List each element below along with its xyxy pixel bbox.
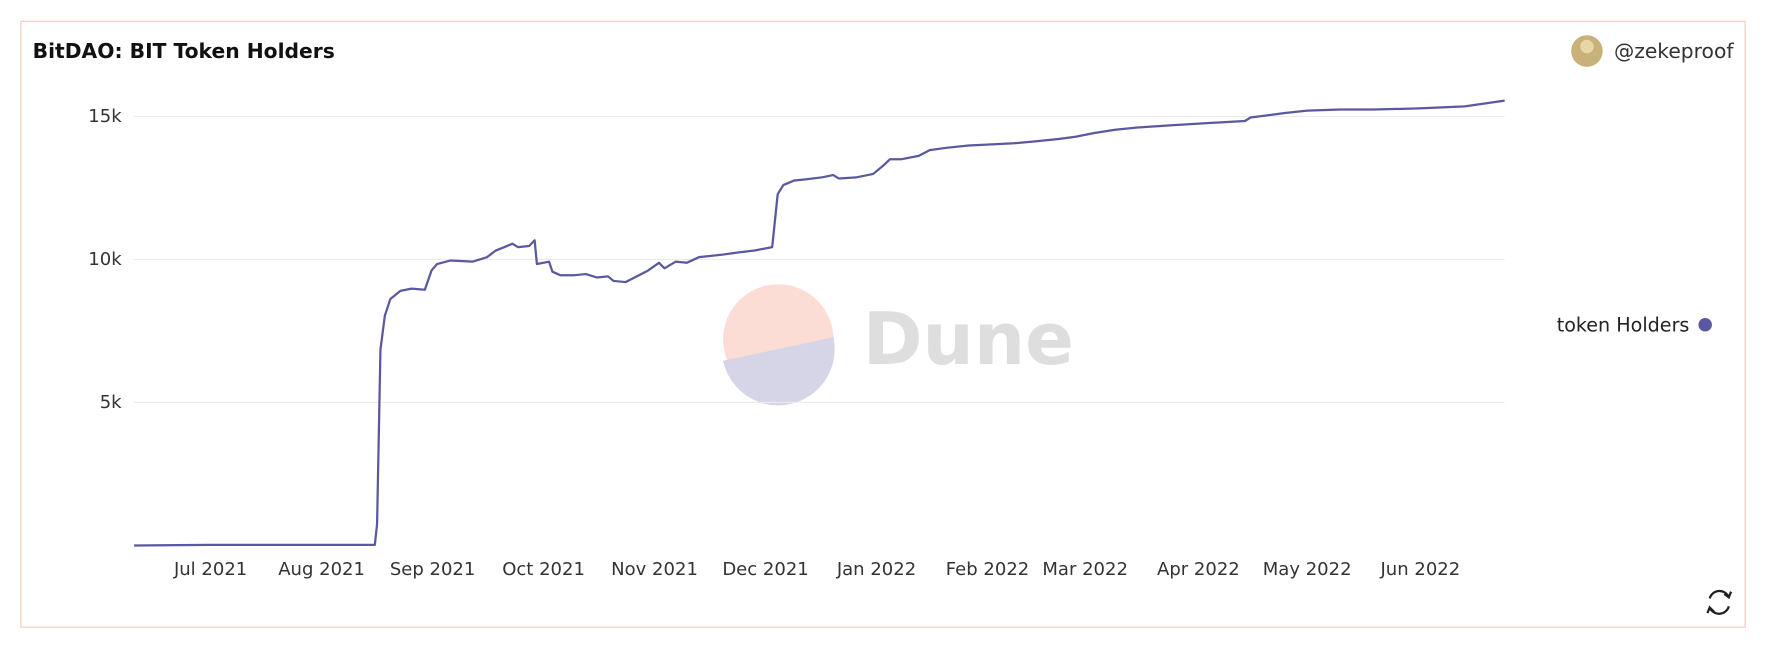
x-tick-label: Nov 2021 [611,559,698,580]
chart-title: BitDAO: BIT Token Holders [33,39,335,63]
author[interactable]: @zekeproof [1571,35,1734,67]
x-tick-label: Oct 2021 [502,559,585,580]
avatar-face [1580,39,1594,54]
y-tick-label: 15k [88,106,122,127]
refresh-arrow [1706,605,1715,614]
watermark-text: Dune [863,297,1074,381]
x-tick-label: Dec 2021 [722,559,808,580]
x-tick-label: Aug 2021 [278,559,365,580]
author-name[interactable]: @zekeproof [1614,39,1734,63]
y-tick-label: 10k [88,249,122,270]
x-tick-label: May 2022 [1263,559,1352,580]
data-line [134,99,1505,547]
x-tick-label: Feb 2022 [946,559,1029,580]
legend-label[interactable]: token Holders [1557,314,1690,337]
widget-frame [20,20,1746,628]
x-tick-label: Jun 2022 [1379,559,1460,580]
y-tick-label: 5k [100,392,122,413]
legend-swatch [1698,317,1712,332]
x-tick-label: Apr 2022 [1157,559,1240,580]
x-tick-label: Jul 2021 [173,559,247,580]
x-tick-label: Jan 2022 [836,559,916,580]
x-tick-label: Mar 2022 [1042,559,1128,580]
plot: 5k 10k 15k Jul 2021 Aug 2021 Sep 2021 Oct 2021… [88,99,1712,580]
refresh-arrow [1723,591,1733,600]
watermark-logo-part [723,337,835,406]
watermark: Dune [723,284,1074,406]
x-tick-label: Sep 2021 [390,559,476,580]
refresh-button[interactable] [1706,589,1733,615]
